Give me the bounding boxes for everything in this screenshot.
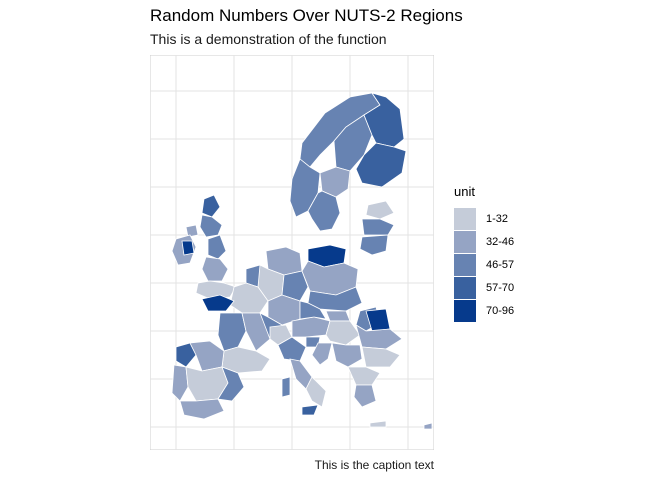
- legend-label: 32-46: [486, 235, 515, 248]
- region-northern-ireland: [185, 224, 199, 238]
- region-sardinia: [281, 376, 291, 398]
- caption: This is the caption text: [314, 458, 434, 472]
- region-scotland-south: [199, 214, 223, 238]
- legend-item: 57-70: [454, 276, 514, 299]
- region-england-midlands: [201, 256, 229, 282]
- legend-swatch: [454, 299, 476, 322]
- region-slovakia: [325, 310, 351, 322]
- legend-swatch: [454, 253, 476, 276]
- legend-item: 1-32: [454, 207, 514, 230]
- legend-label: 70-96: [486, 304, 515, 317]
- region-portugal: [171, 364, 189, 402]
- region-sicily: [301, 404, 319, 416]
- region-finland-south: [355, 142, 407, 188]
- region-latvia: [361, 218, 395, 236]
- region-greece-north: [347, 366, 381, 386]
- region-cyprus: [423, 422, 433, 430]
- legend-swatch: [454, 230, 476, 253]
- regions: [171, 92, 433, 430]
- region-england-north: [207, 234, 227, 260]
- region-andalusia: [179, 398, 225, 420]
- legend: unit 1-32 32-46 46-57 57-70 70-96: [454, 184, 514, 322]
- legend-item: 32-46: [454, 230, 514, 253]
- region-croatia: [311, 342, 333, 366]
- region-estonia: [365, 200, 395, 220]
- region-ireland-west: [181, 240, 195, 256]
- region-lithuania: [359, 234, 389, 256]
- map-panel: [150, 55, 434, 450]
- map-subtitle: This is a demonstration of the function: [150, 31, 387, 47]
- legend-item: 46-57: [454, 253, 514, 276]
- legend-label: 1-32: [486, 212, 509, 225]
- region-bulgaria: [361, 346, 401, 368]
- region-galicia: [175, 342, 197, 368]
- legend-item: 70-96: [454, 299, 514, 322]
- region-czechia: [299, 300, 327, 320]
- region-germany-east: [281, 270, 309, 302]
- region-serbia-area: [331, 342, 363, 368]
- map-title: Random Numbers Over NUTS-2 Regions: [150, 6, 463, 25]
- region-sweden-south: [307, 190, 341, 232]
- legend-swatch: [454, 276, 476, 299]
- legend-label: 46-57: [486, 258, 515, 271]
- legend-label: 57-70: [486, 281, 515, 294]
- legend-title: unit: [454, 184, 475, 199]
- region-italy-south: [305, 376, 327, 408]
- region-greece-south: [353, 384, 377, 408]
- region-spain-east: [217, 366, 245, 402]
- region-italy-north: [277, 336, 307, 362]
- region-crete: [369, 420, 387, 428]
- legend-swatch: [454, 207, 476, 230]
- region-austria: [291, 316, 331, 338]
- region-france-north: [229, 282, 269, 314]
- region-scotland-north: [201, 194, 221, 218]
- region-bretagne: [201, 294, 235, 312]
